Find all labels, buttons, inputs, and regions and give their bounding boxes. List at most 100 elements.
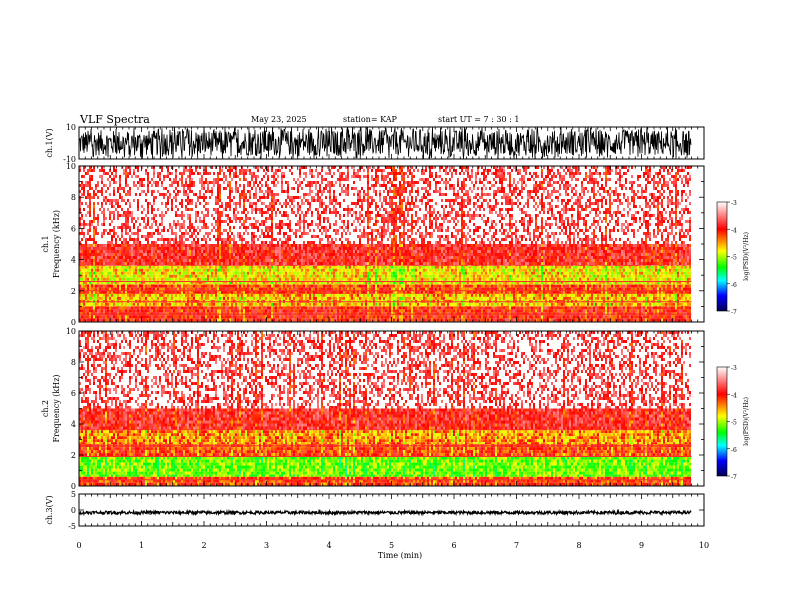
spectrogram-cell [459,306,461,309]
spectrogram-cell [563,285,565,288]
spectrogram-cell [115,309,117,312]
spectrogram-cell [317,294,319,297]
spectrogram-cell [667,306,669,309]
spectrogram-cell [655,285,657,288]
spectrogram-cell [101,318,103,321]
spectrogram-cell [321,306,323,309]
spectrogram-cell [347,306,349,309]
spectrogram-cell [315,285,317,288]
spectrogram-cell [171,306,173,309]
spectrogram-cell [529,303,531,306]
spectrogram-cell [675,306,677,307]
spectrogram-cell [201,318,203,321]
spectrogram-cell [363,266,365,269]
spectrogram-cell [349,306,351,307]
spectrogram-cell [345,266,347,269]
spectrogram-cell [253,288,255,291]
spectrogram-cell [87,309,89,312]
spectrogram-cell [165,309,167,312]
spectrogram-cell [563,288,565,291]
spectrogram-cell [555,294,557,297]
spectrogram-cell [387,318,389,321]
spectrogram-cell [311,318,313,321]
spectrogram-cell [277,288,279,291]
spectrogram-cell [643,318,645,321]
spectrogram-cell [439,285,441,288]
spectrogram-cell [579,294,581,297]
spectrogram-cell [661,306,663,309]
spectrogram-cell [387,294,389,297]
spectrogram-cell [673,309,675,312]
spectrogram-cell [207,318,209,321]
spectrogram-cell [137,306,139,307]
spectrogram-cell [239,315,241,318]
spectrogram-cell [163,288,165,291]
spectrogram-cell [289,266,291,269]
spectrogram-cell [561,303,563,306]
spectrogram-cell [389,306,391,307]
spectrogram-cell [687,288,689,291]
spectrogram-cell [119,285,121,288]
spectrogram-cell [323,285,325,288]
spectrogram-cell [401,303,403,306]
spectrogram-cell [113,297,115,300]
spectrogram-cell [189,306,191,309]
spectrogram-cell [297,297,299,300]
spectrogram-cell [367,306,369,309]
spectrogram-cell [473,297,475,300]
spectrogram-cell [147,315,149,318]
spectrogram-cell [115,306,117,309]
spectrogram-cell [399,297,401,300]
spectrogram-cell [391,294,393,297]
spectrogram-cell [517,285,519,288]
spectrogram-cell [603,306,605,309]
spectrogram-cell [373,306,375,307]
spectrogram-cell [283,306,285,309]
spectrogram-cell [373,306,375,309]
spectrogram-cell [427,288,429,291]
spectrogram-cell [93,288,95,291]
spectrogram-cell [463,294,465,297]
spectrogram-cell [509,306,511,307]
spectrogram-cell [535,285,537,288]
spectrogram-cell [587,315,589,318]
spectrogram-cell [531,306,533,307]
spectrogram-cell [331,315,333,318]
spectrogram-cell [339,309,341,312]
spectrogram-cell [565,288,567,291]
spectrogram-cell [537,303,539,306]
spectrogram-cell [101,288,103,291]
spectrogram-cell [399,266,401,269]
spectrogram-cell [511,315,513,318]
spectrogram-cell [449,318,451,321]
spectrogram-cell [527,306,529,309]
spectrogram-cell [135,288,137,291]
spectrogram-cell [149,266,151,269]
spectrogram-cell [233,306,235,307]
spectrogram-cell [281,309,283,312]
spectrogram-cell [237,288,239,291]
spectrogram-cell [185,303,187,306]
spectrogram-cell [583,294,585,297]
spectrogram-cell [653,306,655,307]
spectrogram-cell [687,285,689,288]
spectrogram-cell [401,285,403,288]
spectrogram-cell [435,306,437,307]
spectrogram-cell [355,266,357,269]
spectrogram-cell [345,297,347,300]
spectrogram-cell [555,288,557,291]
spectrogram-cell [439,303,441,306]
spectrogram-cell [275,306,277,307]
spectrogram-cell [315,266,317,269]
spectrogram-cell [677,306,679,309]
spectrogram-cell [257,266,259,269]
spectrogram-cell [617,315,619,318]
spectrogram-cell [625,306,627,309]
spectrogram-cell [117,288,119,291]
spectrogram-cell [529,288,531,291]
spectrogram-cell [463,288,465,291]
spectrogram-cell [679,306,681,307]
spectrogram-cell [165,294,167,297]
spectrogram-cell [577,297,579,300]
spectrogram-cell [611,309,613,312]
